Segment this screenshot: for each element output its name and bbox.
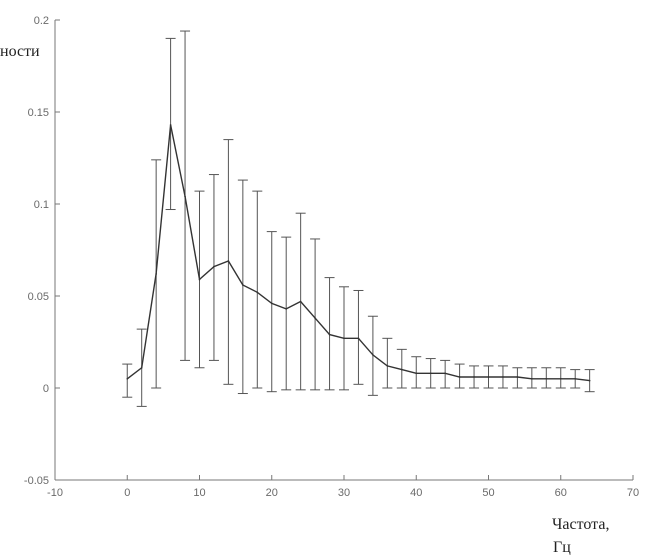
error-bar [512,367,523,389]
data-point [270,302,273,305]
data-point [256,291,259,294]
data-point [126,378,129,380]
data-point [458,376,461,378]
data-point [213,265,215,268]
data-point [401,368,403,371]
y-tick-label: -0.05 [24,475,49,487]
error-bar [555,367,566,389]
data-point [574,378,576,380]
x-tick-label: 70 [627,487,639,499]
data-point [516,376,519,378]
data-point [184,195,186,198]
y-tick-label: 0.2 [34,15,49,27]
x-tick-label: 10 [193,487,205,499]
data-point [314,317,316,319]
error-bar [122,363,133,398]
error-bar [310,238,321,391]
x-tick-label: 0 [124,487,130,499]
data-point [473,376,475,378]
data-point [545,378,548,380]
error-bar [281,236,292,391]
error-bar [353,289,364,385]
ticks: -10 0 10 20 30 40 50 60 70 -0.05 0 0.05 0.1 0.15 0.2 [24,15,639,499]
data-point [169,124,172,126]
error-bar [541,367,552,389]
data-point [559,378,562,380]
data-point [140,366,143,369]
x-axis-label-line2: Гц [553,539,571,556]
x-tick-label: 30 [338,487,350,499]
data-point [386,365,389,367]
data-point [357,337,360,340]
data-point [588,379,591,382]
x-tick-label: 50 [482,487,494,499]
y-tick-label: 0.1 [34,199,49,211]
data-point [487,376,490,378]
x-axis-label-line1: Частота, [552,516,609,533]
axes [54,20,633,481]
data-point [227,260,230,262]
data-point [285,308,288,310]
y-tick-label: 0.15 [28,107,49,119]
x-tick-label: -10 [47,487,63,499]
error-bar [382,337,393,389]
data-point [502,376,504,378]
data-point [155,273,157,275]
error-bar [440,359,451,389]
data-point [415,372,418,375]
y-tick-label: 0.05 [28,291,49,303]
x-tick-label: 40 [410,487,422,499]
data-point [328,333,331,336]
error-bar [266,231,277,393]
error-bar [237,179,248,395]
data-point [531,378,533,380]
x-tick-label: 20 [266,487,278,499]
data-point [343,337,345,340]
error-bar [252,190,263,389]
series-group [126,124,591,382]
data-point [242,284,244,286]
error-bars [122,30,595,407]
error-bar [526,367,537,389]
data-point [372,354,374,356]
y-axis-label: ности [0,43,40,60]
error-bar [454,363,465,389]
error-bar [367,315,378,396]
data-point [429,372,432,375]
x-tick-label: 60 [555,487,567,499]
data-point [198,278,201,281]
data-point [444,372,446,375]
error-bar [411,356,422,389]
error-bar [165,37,176,211]
y-tick-label: 0 [43,383,49,395]
data-point [299,300,302,303]
error-bar [396,348,407,389]
